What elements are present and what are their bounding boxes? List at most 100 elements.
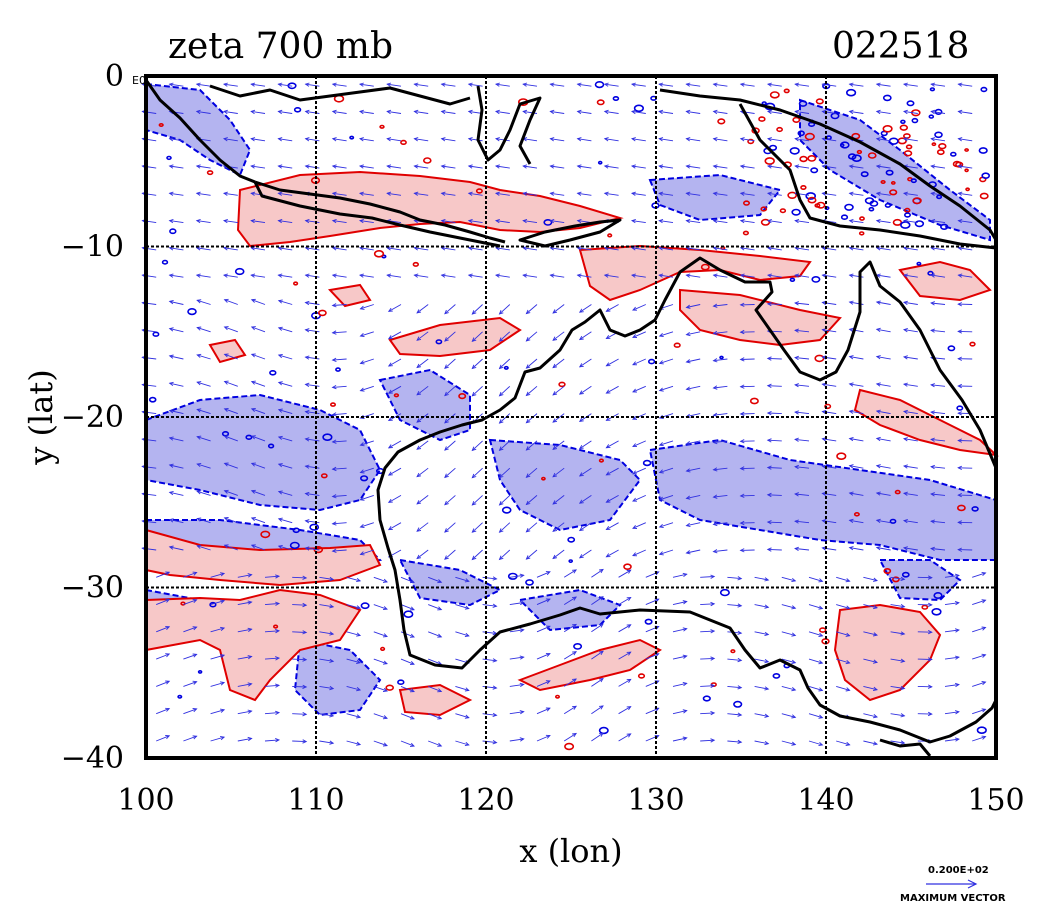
wind-vector: [795, 548, 810, 551]
wind-vector: [305, 465, 320, 469]
wind-vector: [278, 327, 293, 333]
wind-vector: [740, 220, 755, 224]
wind-vector: [428, 576, 442, 583]
wind-vector-head: [737, 603, 743, 608]
wind-vector-head: [168, 137, 174, 142]
wind-vector-head: [498, 446, 504, 451]
wind-vector-head: [382, 742, 388, 747]
wind-vector-head: [498, 419, 504, 424]
wind-vector-head: [358, 82, 364, 87]
wind-vector: [700, 739, 715, 742]
wind-vector-head: [712, 385, 718, 390]
wind-vector: [441, 110, 456, 114]
wind-vector: [849, 410, 864, 415]
wind-vector-head: [304, 300, 310, 306]
wind-vector-head: [764, 659, 770, 664]
wind-vector: [606, 467, 619, 476]
wind-vector: [251, 326, 266, 333]
positive-vorticity-region: [833, 603, 942, 702]
wind-vector-head: [467, 191, 473, 196]
wind-vector: [360, 304, 374, 310]
wind-vector-head: [223, 326, 229, 331]
wind-vector: [795, 274, 810, 278]
wind-vector: [618, 597, 631, 605]
wind-vector: [740, 274, 755, 278]
wind-vector: [876, 247, 891, 251]
small-contour: [882, 94, 892, 102]
wind-vector: [632, 549, 646, 557]
wind-vector: [903, 192, 918, 196]
positive-vorticity-region: [517, 638, 662, 692]
wind-vector-head: [739, 520, 745, 526]
small-contour: [931, 142, 937, 147]
wind-vector-head: [223, 462, 229, 467]
wind-vector-head: [957, 302, 963, 307]
wind-vector: [169, 546, 184, 551]
wind-vector: [808, 604, 823, 610]
wind-vector-head: [387, 335, 393, 340]
wind-vector: [278, 165, 293, 169]
title-left: zeta 700 mb: [168, 26, 393, 67]
x-tick-label: 120: [457, 783, 514, 818]
wind-vector: [169, 165, 184, 169]
wind-vector-head: [304, 164, 310, 169]
wind-vector-head: [626, 678, 632, 683]
wind-vector-head: [626, 624, 632, 629]
wind-vector: [849, 247, 864, 251]
wind-vector-head: [416, 390, 422, 396]
small-contour: [903, 150, 913, 157]
wind-vector-head: [331, 137, 337, 142]
wind-vector-head: [492, 658, 498, 663]
wind-vector-head: [304, 519, 310, 524]
wind-vector: [526, 467, 538, 478]
wind-vector: [795, 357, 810, 360]
wind-vector-head: [386, 246, 392, 251]
wind-vector-head: [494, 218, 500, 224]
wind-vector-head: [358, 137, 364, 142]
small-contour: [322, 433, 333, 442]
wind-vector: [767, 192, 782, 196]
wind-vector: [468, 83, 483, 87]
wind-vector-head: [329, 685, 335, 691]
reference-vector-caption: MAXIMUM VECTOR: [900, 893, 1006, 904]
wind-vector: [224, 299, 238, 305]
wind-vector: [183, 681, 197, 687]
wind-vector: [727, 713, 742, 716]
wind-vector: [645, 653, 659, 660]
wind-vector: [183, 653, 197, 660]
small-contour: [815, 98, 824, 105]
wind-vector-head: [957, 383, 963, 389]
wind-vector: [196, 165, 211, 169]
wind-vector-head: [331, 303, 337, 308]
title-right: 022518: [832, 26, 969, 67]
small-contour: [169, 228, 177, 235]
wind-vector: [700, 603, 715, 606]
wind-vector-head: [766, 492, 772, 498]
wind-vector-head: [605, 389, 611, 394]
wind-vector: [278, 220, 293, 224]
wind-vector-head: [220, 681, 226, 686]
small-contour: [900, 119, 906, 125]
wind-vector-head: [329, 604, 335, 609]
wind-vector-head: [981, 571, 987, 577]
small-contour: [889, 189, 898, 196]
wind-vector: [876, 437, 891, 442]
small-contour: [594, 80, 605, 89]
wind-vector-head: [576, 164, 582, 169]
wind-vector-head: [578, 417, 584, 422]
wind-vector: [836, 685, 850, 691]
wind-vector: [604, 192, 619, 196]
wind-vector-head: [416, 309, 422, 314]
wind-vector: [552, 467, 565, 478]
wind-vector: [903, 83, 918, 87]
wind-vector-head: [277, 544, 283, 550]
wind-vector: [441, 220, 456, 224]
wind-vector: [499, 522, 511, 533]
small-contour: [892, 218, 903, 226]
wind-vector: [414, 165, 429, 169]
wind-vector: [781, 576, 796, 582]
wind-vector: [822, 301, 837, 305]
wind-vector-head: [196, 490, 202, 495]
wind-vector: [509, 602, 524, 606]
wind-vector: [876, 383, 891, 387]
